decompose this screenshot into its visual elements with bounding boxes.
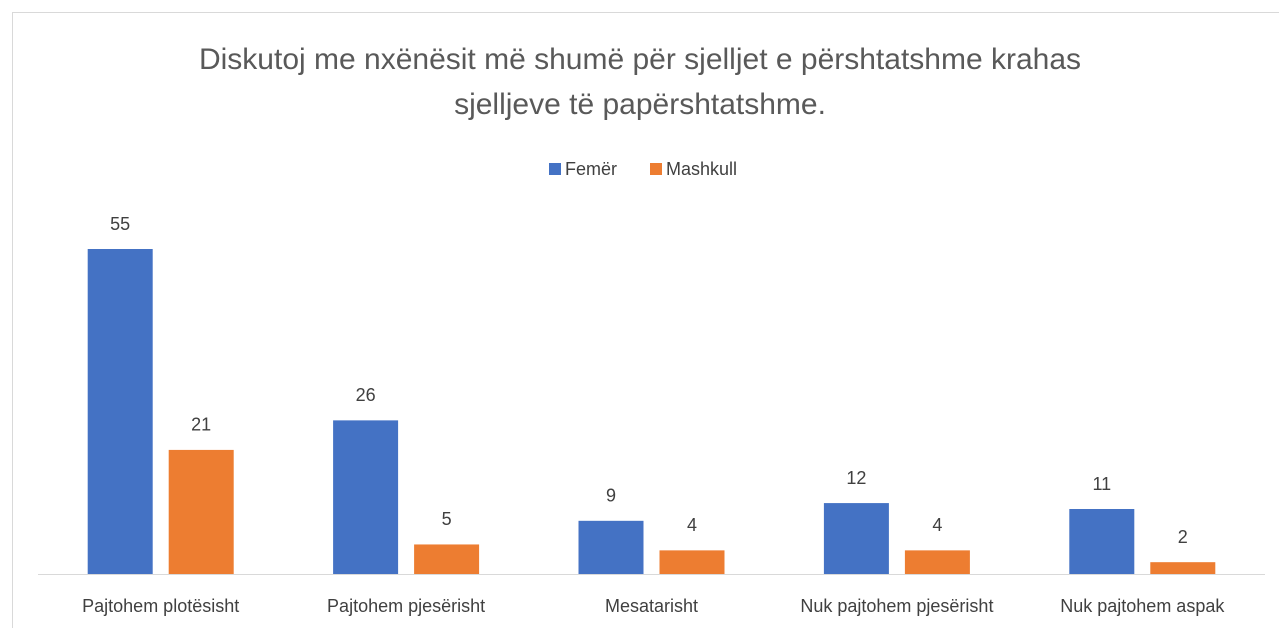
data-label: 11: [1092, 474, 1111, 494]
bar: [578, 520, 644, 574]
legend-swatch: [549, 163, 561, 175]
data-label: 2: [1178, 527, 1188, 547]
bar: [823, 503, 889, 574]
bar: [168, 449, 234, 574]
x-tick-label: Mesatarisht: [605, 596, 698, 616]
data-label: 12: [846, 468, 866, 488]
chart-title: Diskutoj me nxënësit më shumë për sjellj…: [199, 43, 1081, 76]
x-tick-label: Nuk pajtohem aspak: [1060, 596, 1225, 616]
x-tick-label: Pajtohem plotësisht: [82, 596, 239, 616]
legend-label: Mashkull: [666, 159, 737, 179]
bar: [414, 544, 480, 574]
x-tick-label: Nuk pajtohem pjesërisht: [800, 596, 993, 616]
data-label: 55: [110, 214, 130, 234]
chart-title: sjelljeve të papërshtatshme.: [454, 88, 826, 121]
data-label: 21: [191, 415, 211, 435]
bar: [1150, 562, 1216, 574]
bar: [1069, 509, 1135, 574]
data-label: 5: [442, 509, 452, 529]
bar: [904, 550, 970, 574]
legend-label: Femër: [565, 159, 617, 179]
legend-swatch: [650, 163, 662, 175]
data-label: 4: [687, 515, 697, 535]
bar: [659, 550, 725, 574]
data-label: 9: [606, 486, 616, 506]
bar: [333, 420, 399, 574]
data-label: 26: [356, 385, 376, 405]
data-label: 4: [932, 515, 942, 535]
bar: [87, 249, 153, 574]
x-tick-label: Pajtohem pjesërisht: [327, 596, 485, 616]
